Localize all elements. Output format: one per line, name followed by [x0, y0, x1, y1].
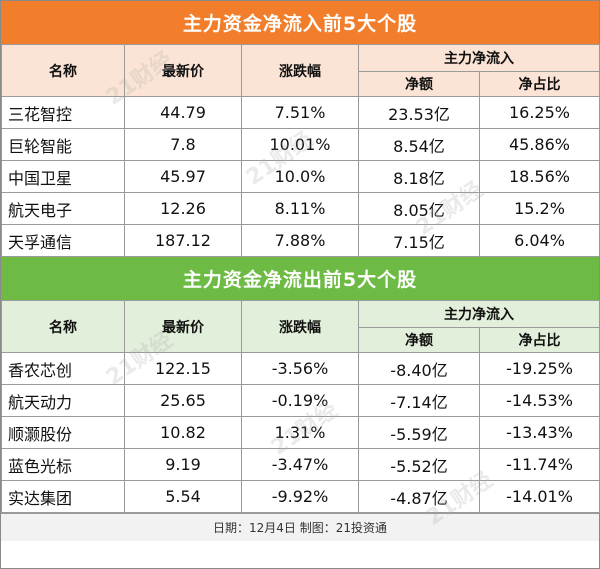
price-change: -3.47% — [241, 448, 359, 481]
col-header-name: 名称 — [1, 300, 125, 353]
table-row: 三花智控 44.79 7.51% 23.53亿 16.25% — [1, 96, 600, 129]
stock-name: 航天电子 — [1, 192, 125, 225]
latest-price: 44.79 — [124, 96, 242, 129]
col-header-net: 净额 — [358, 71, 480, 97]
outflow-section: 主力资金净流出前5大个股 名称 最新价 涨跌幅 主力净流入 净额 净占比 香农芯… — [1, 257, 600, 513]
table-row: 天孚通信 187.12 7.88% 7.15亿 6.04% — [1, 224, 600, 257]
net-ratio: -11.74% — [479, 448, 600, 481]
net-ratio: 6.04% — [479, 224, 600, 257]
net-ratio: -19.25% — [479, 352, 600, 385]
inflow-section: 主力资金净流入前5大个股 名称 最新价 涨跌幅 主力净流入 净额 净占比 三花智… — [1, 1, 600, 257]
col-header-ratio: 净占比 — [479, 327, 600, 353]
col-header-name: 名称 — [1, 44, 125, 97]
net-ratio: 45.86% — [479, 128, 600, 161]
col-header-group: 主力净流入 — [358, 300, 600, 328]
net-amount: 8.18亿 — [358, 160, 480, 193]
net-amount: -5.52亿 — [358, 448, 480, 481]
table-row: 香农芯创 122.15 -3.56% -8.40亿 -19.25% — [1, 352, 600, 385]
outflow-table: 名称 最新价 涨跌幅 主力净流入 净额 净占比 香农芯创 122.15 -3.56%… — [1, 300, 600, 513]
col-header-net: 净额 — [358, 327, 480, 353]
col-header-price: 最新价 — [124, 44, 242, 97]
table-row: 实达集团 5.54 -9.92% -4.87亿 -14.01% — [1, 480, 600, 513]
net-amount: -7.14亿 — [358, 384, 480, 417]
stock-name: 顺灏股份 — [1, 416, 125, 449]
latest-price: 12.26 — [124, 192, 242, 225]
net-ratio: 18.56% — [479, 160, 600, 193]
latest-price: 122.15 — [124, 352, 242, 385]
price-change: -0.19% — [241, 384, 359, 417]
latest-price: 7.8 — [124, 128, 242, 161]
price-change: 1.31% — [241, 416, 359, 449]
net-amount: -5.59亿 — [358, 416, 480, 449]
net-ratio: -14.01% — [479, 480, 600, 513]
stock-name: 天孚通信 — [1, 224, 125, 257]
col-header-ratio: 净占比 — [479, 71, 600, 97]
inflow-table: 名称 最新价 涨跌幅 主力净流入 净额 净占比 三花智控 44.79 7.51% 23… — [1, 44, 600, 257]
table-row: 蓝色光标 9.19 -3.47% -5.52亿 -11.74% — [1, 448, 600, 481]
net-ratio: 15.2% — [479, 192, 600, 225]
latest-price: 45.97 — [124, 160, 242, 193]
col-header-change: 涨跌幅 — [241, 44, 359, 97]
net-ratio: -13.43% — [479, 416, 600, 449]
table-row: 顺灏股份 10.82 1.31% -5.59亿 -13.43% — [1, 416, 600, 449]
outflow-title: 主力资金净流出前5大个股 — [1, 257, 599, 300]
latest-price: 9.19 — [124, 448, 242, 481]
col-header-change: 涨跌幅 — [241, 300, 359, 353]
table-row: 航天动力 25.65 -0.19% -7.14亿 -14.53% — [1, 384, 600, 417]
stock-name: 实达集团 — [1, 480, 125, 513]
price-change: 8.11% — [241, 192, 359, 225]
footer-credit: 日期：12月4日 制图：21投资通 — [1, 513, 599, 541]
price-change: 10.0% — [241, 160, 359, 193]
table-row: 巨轮智能 7.8 10.01% 8.54亿 45.86% — [1, 128, 600, 161]
net-amount: -4.87亿 — [358, 480, 480, 513]
stock-name: 巨轮智能 — [1, 128, 125, 161]
latest-price: 187.12 — [124, 224, 242, 257]
inflow-title: 主力资金净流入前5大个股 — [1, 1, 599, 44]
net-amount: 7.15亿 — [358, 224, 480, 257]
price-change: 7.88% — [241, 224, 359, 257]
net-amount: -8.40亿 — [358, 352, 480, 385]
table-row: 航天电子 12.26 8.11% 8.05亿 15.2% — [1, 192, 600, 225]
stock-name: 蓝色光标 — [1, 448, 125, 481]
net-ratio: -14.53% — [479, 384, 600, 417]
net-ratio: 16.25% — [479, 96, 600, 129]
stock-name: 三花智控 — [1, 96, 125, 129]
net-amount: 23.53亿 — [358, 96, 480, 129]
net-amount: 8.05亿 — [358, 192, 480, 225]
table-row: 中国卫星 45.97 10.0% 8.18亿 18.56% — [1, 160, 600, 193]
latest-price: 10.82 — [124, 416, 242, 449]
price-change: 10.01% — [241, 128, 359, 161]
latest-price: 5.54 — [124, 480, 242, 513]
latest-price: 25.65 — [124, 384, 242, 417]
col-header-price: 最新价 — [124, 300, 242, 353]
net-amount: 8.54亿 — [358, 128, 480, 161]
price-change: 7.51% — [241, 96, 359, 129]
stock-name: 航天动力 — [1, 384, 125, 417]
price-change: -9.92% — [241, 480, 359, 513]
stock-name: 香农芯创 — [1, 352, 125, 385]
stock-name: 中国卫星 — [1, 160, 125, 193]
price-change: -3.56% — [241, 352, 359, 385]
col-header-group: 主力净流入 — [358, 44, 600, 72]
